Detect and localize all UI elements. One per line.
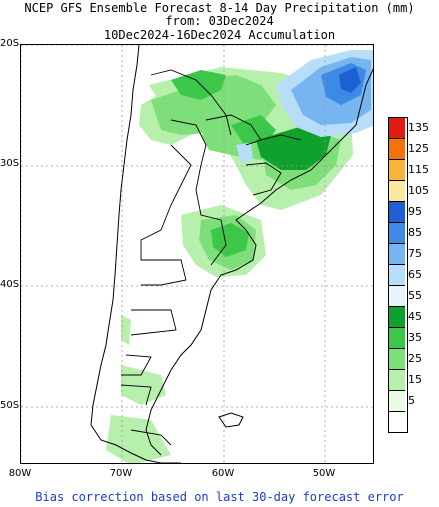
- bolivia-paraguay-border: [150, 69, 232, 136]
- legend-label: 95: [408, 205, 422, 218]
- lat-label-50s: 50S: [0, 400, 20, 411]
- lat-label-20s: 20S: [0, 38, 20, 49]
- brazil-south-border: [260, 134, 302, 141]
- precip-area-deep-blue: [339, 67, 361, 93]
- legend-swatch: [389, 223, 405, 244]
- legend-label: 25: [408, 352, 422, 365]
- legend-swatch: [389, 412, 405, 432]
- lat-label-30s: 30S: [0, 158, 20, 169]
- legend-label: 45: [408, 310, 422, 323]
- graticule: [21, 45, 373, 463]
- chart-title: NCEP GFS Ensemble Forecast 8-14 Day Prec…: [24, 1, 415, 15]
- west-coast: [90, 45, 181, 463]
- argentina-provinces: [130, 429, 172, 446]
- legend-label: 55: [408, 289, 422, 302]
- legend-swatch: [389, 244, 405, 265]
- falklands: [218, 412, 244, 428]
- legend-label: 5: [408, 394, 415, 407]
- east-coast: [145, 68, 373, 456]
- country-borders: [120, 69, 302, 446]
- legend-swatch: [389, 160, 405, 181]
- lon-label-50w: 50W: [312, 468, 336, 479]
- legend-swatch: [389, 391, 405, 412]
- lat-label-40s: 40S: [0, 279, 20, 290]
- legend-swatch: [389, 118, 405, 139]
- legend-label: 75: [408, 247, 422, 260]
- legend-label: 135: [408, 121, 429, 134]
- legend-label: 125: [408, 142, 429, 155]
- legend-swatch: [389, 181, 405, 202]
- argentina-provinces: [140, 144, 192, 286]
- color-scale-legend: [388, 117, 408, 433]
- legend-label: 65: [408, 268, 422, 281]
- legend-swatch: [389, 349, 405, 370]
- lon-label-60w: 60W: [211, 468, 235, 479]
- legend-swatch: [389, 307, 405, 328]
- legend-label: 105: [408, 184, 429, 197]
- legend-swatch: [389, 202, 405, 223]
- precipitation-map: [20, 44, 374, 464]
- precip-shading: [106, 50, 373, 463]
- uruguay-border: [245, 162, 282, 196]
- map-canvas: [21, 45, 373, 463]
- legend-swatch: [389, 286, 405, 307]
- argentina-provinces: [195, 189, 227, 266]
- legend-label: 35: [408, 331, 422, 344]
- bias-correction-note: Bias correction based on last 30-day for…: [35, 490, 404, 504]
- legend-swatch: [389, 370, 405, 391]
- precip-area-light-green: [121, 315, 131, 345]
- coastlines: [90, 45, 373, 463]
- lon-label-80w: 80W: [8, 468, 32, 479]
- legend-swatch: [389, 328, 405, 349]
- argentina-north-border: [170, 119, 207, 191]
- precip-area-dark-green: [211, 223, 249, 257]
- accumulation-period: 10Dec2024-16Dec2024 Accumulation: [103, 28, 336, 42]
- precip-area-light-blue: [236, 143, 253, 163]
- legend-swatch: [389, 265, 405, 286]
- argentina-provinces: [121, 354, 152, 376]
- legend-label: 85: [408, 226, 422, 239]
- paraguay-border: [205, 114, 262, 146]
- legend-label: 115: [408, 163, 429, 176]
- lon-label-70w: 70W: [109, 468, 133, 479]
- precip-area-dark-green: [171, 70, 226, 100]
- argentina-provinces: [120, 384, 152, 406]
- legend-label: 15: [408, 373, 422, 386]
- argentina-provinces: [130, 309, 177, 336]
- forecast-init-date: from: 03Dec2024: [165, 14, 274, 28]
- legend-swatch: [389, 139, 405, 160]
